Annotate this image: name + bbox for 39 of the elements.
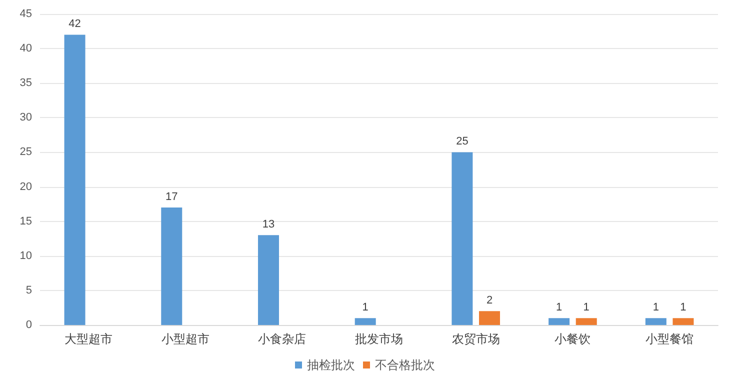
y-tick-label: 30 (20, 112, 32, 124)
data-label: 42 (68, 18, 81, 30)
data-label: 1 (652, 302, 659, 314)
data-label: 13 (262, 218, 275, 231)
data-label: 1 (362, 302, 368, 314)
bar (64, 34, 86, 325)
x-tick-label: 批发市场 (355, 332, 403, 346)
data-label: 1 (680, 302, 686, 314)
x-tick-label: 小型餐馆 (646, 332, 694, 346)
y-tick-label: 25 (20, 146, 32, 158)
data-label: 17 (166, 191, 178, 204)
bar (479, 311, 500, 325)
y-tick-label: 40 (20, 42, 32, 55)
data-label: 2 (486, 294, 493, 307)
y-tick-label: 10 (20, 250, 32, 262)
bar (645, 318, 666, 325)
data-label: 1 (556, 302, 562, 314)
bar (161, 208, 182, 325)
y-tick-label: 45 (20, 8, 32, 20)
bar (258, 235, 279, 325)
legend-label: 抽检批次 (307, 358, 355, 372)
data-label: 25 (456, 136, 468, 148)
y-tick-label: 15 (20, 215, 32, 228)
y-tick-label: 20 (20, 180, 32, 193)
y-tick-label: 35 (20, 77, 32, 90)
bar (354, 318, 376, 325)
data-label: 1 (583, 302, 590, 314)
x-tick-label: 小食杂店 (258, 332, 306, 346)
x-tick-label: 农贸市场 (452, 332, 500, 346)
x-tick-label: 大型超市 (64, 332, 112, 346)
legend-label: 不合格批次 (375, 358, 435, 372)
bar (672, 318, 694, 325)
y-tick-label: 0 (26, 319, 32, 331)
bar (452, 152, 473, 325)
bar (548, 318, 570, 325)
x-tick-label: 小餐饮 (554, 332, 591, 346)
y-tick-label: 5 (26, 284, 32, 296)
x-tick-label: 小型超市 (161, 332, 210, 346)
bar (576, 318, 597, 325)
